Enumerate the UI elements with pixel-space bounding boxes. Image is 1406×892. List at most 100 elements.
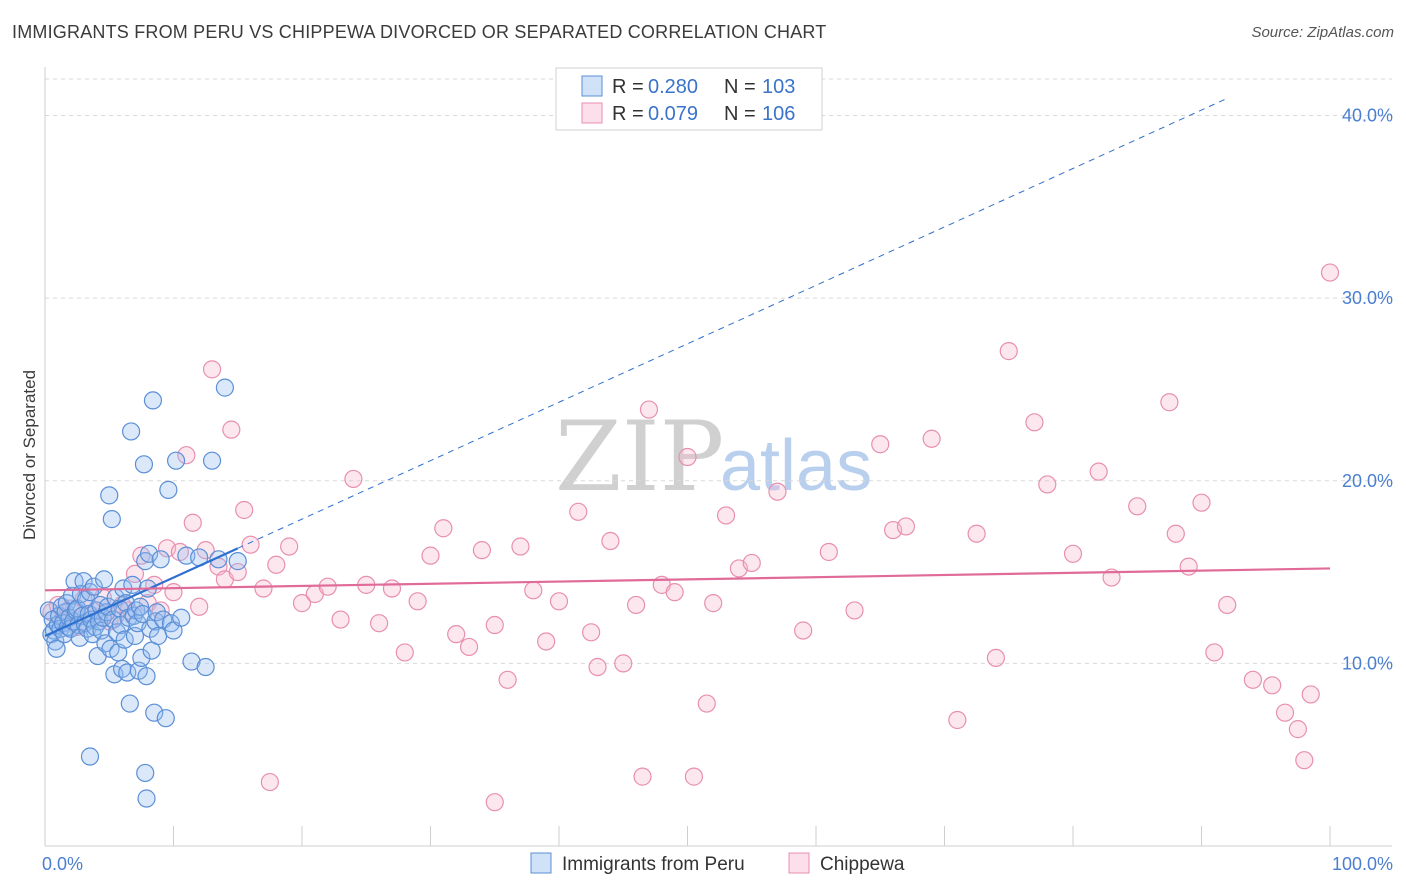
chippewa-point — [999, 342, 1018, 361]
chippewa-point — [1089, 462, 1108, 481]
chippewa-point — [183, 513, 202, 532]
chippewa-point — [794, 621, 813, 640]
chippewa-point — [196, 541, 215, 560]
bottom-legend-swatch-peru — [530, 852, 552, 874]
chippewa-point — [222, 420, 241, 439]
chippewa-point — [1160, 393, 1179, 412]
chippewa-point — [331, 610, 350, 629]
peru-point — [136, 763, 155, 783]
chippewa-point — [697, 694, 716, 713]
chippewa-point — [177, 446, 196, 465]
peru-point — [202, 451, 222, 470]
y-tick-label: 30.0% — [1342, 288, 1393, 308]
legend-peru-r-label: R = — [612, 76, 644, 98]
chippewa-point — [896, 517, 916, 536]
grid — [45, 78, 1392, 664]
chippewa-point — [639, 400, 659, 419]
chippewa-point — [459, 637, 479, 657]
chippewa-point — [1192, 493, 1211, 512]
chippewa-point — [344, 469, 363, 489]
peru-point — [156, 709, 175, 728]
chippewa-point — [511, 537, 530, 556]
chippewa-point — [588, 657, 607, 677]
chippewa-point — [582, 623, 601, 642]
chippewa-point — [986, 648, 1006, 668]
x-ticks: 0.0% 100.0% — [42, 826, 1393, 874]
legend-peru-r-value: 0.280 — [648, 76, 698, 98]
bottom-legend-swatch-chippewa — [788, 852, 810, 874]
y-tick-label: 40.0% — [1342, 106, 1393, 126]
chippewa-point — [684, 767, 704, 786]
chippewa-point — [1275, 703, 1295, 722]
chippewa-points — [42, 263, 1340, 812]
chippewa-point — [614, 654, 633, 673]
chippewa-trend-line — [44, 567, 1331, 592]
peru-point — [130, 597, 150, 616]
chippewa-point — [948, 710, 967, 730]
x-tick-label-min: 0.0% — [42, 854, 83, 874]
watermark-atlas: atlas — [720, 426, 872, 506]
chippewa-point — [601, 531, 620, 551]
chippewa-point — [1301, 685, 1320, 704]
chippewa-point — [241, 535, 260, 554]
peru-point — [137, 789, 156, 808]
chippewa-point — [524, 581, 543, 600]
chippewa-point — [370, 614, 389, 633]
chart-title: IMMIGRANTS FROM PERU VS CHIPPEWA DIVORCE… — [12, 22, 827, 42]
trend-lines — [44, 97, 1331, 637]
chippewa-point — [1263, 676, 1282, 695]
legend-peru-n-label: N = — [724, 76, 756, 98]
peru-point — [139, 544, 159, 563]
peru-point — [137, 667, 156, 686]
chippewa-point — [254, 579, 273, 598]
chippewa-point — [485, 793, 504, 812]
peru-point — [121, 422, 141, 441]
peru-point — [147, 603, 166, 622]
chippewa-point — [472, 541, 491, 560]
peru-point — [80, 747, 100, 766]
chippewa-point — [190, 597, 209, 616]
x-tick-label-max: 100.0% — [1332, 854, 1393, 874]
chippewa-point — [260, 772, 279, 792]
chippewa-point — [1038, 475, 1057, 494]
chippewa-point — [202, 360, 222, 379]
legend-chip-r-value: 0.079 — [648, 103, 698, 125]
bottom-legend-peru-label: Immigrants from Peru — [562, 854, 745, 875]
legend-swatch-peru — [581, 75, 603, 97]
chippewa-point — [922, 429, 941, 448]
chippewa-point — [549, 592, 569, 611]
peru-point — [96, 634, 115, 653]
peru-point — [143, 391, 163, 410]
peru-point — [172, 608, 191, 627]
chippewa-point — [1320, 263, 1340, 282]
chippewa-point — [1243, 670, 1263, 689]
chippewa-point — [382, 579, 402, 598]
chippewa-point — [434, 519, 453, 538]
chippewa-point — [716, 506, 736, 525]
chippewa-point — [1205, 643, 1224, 662]
bottom-legend-chippewa-label: Chippewa — [820, 854, 905, 875]
y-tick-label: 10.0% — [1342, 653, 1393, 673]
chippewa-point — [1166, 524, 1185, 543]
peru-points — [39, 378, 247, 808]
legend-swatch-chippewa — [581, 102, 603, 124]
chippewa-point — [1128, 497, 1147, 516]
legend: R = 0.280 N = 103 R = 0.079 N = 106 — [555, 67, 823, 131]
peru-point — [95, 570, 114, 589]
chippewa-point — [678, 447, 697, 467]
y-tick-label: 20.0% — [1342, 471, 1393, 491]
chippewa-point — [633, 767, 652, 786]
chippewa-point — [845, 601, 864, 620]
peru-point — [132, 648, 151, 668]
chippewa-point — [485, 615, 504, 635]
peru-point — [134, 455, 154, 474]
chippewa-point — [569, 502, 588, 521]
peru-point — [100, 486, 119, 505]
peru-point — [84, 577, 103, 596]
chippewa-point — [537, 632, 556, 651]
legend-box — [555, 67, 823, 131]
axes — [44, 67, 1392, 847]
chippewa-point — [125, 564, 145, 583]
chippewa-point — [498, 670, 517, 689]
chippewa-point — [408, 592, 427, 611]
